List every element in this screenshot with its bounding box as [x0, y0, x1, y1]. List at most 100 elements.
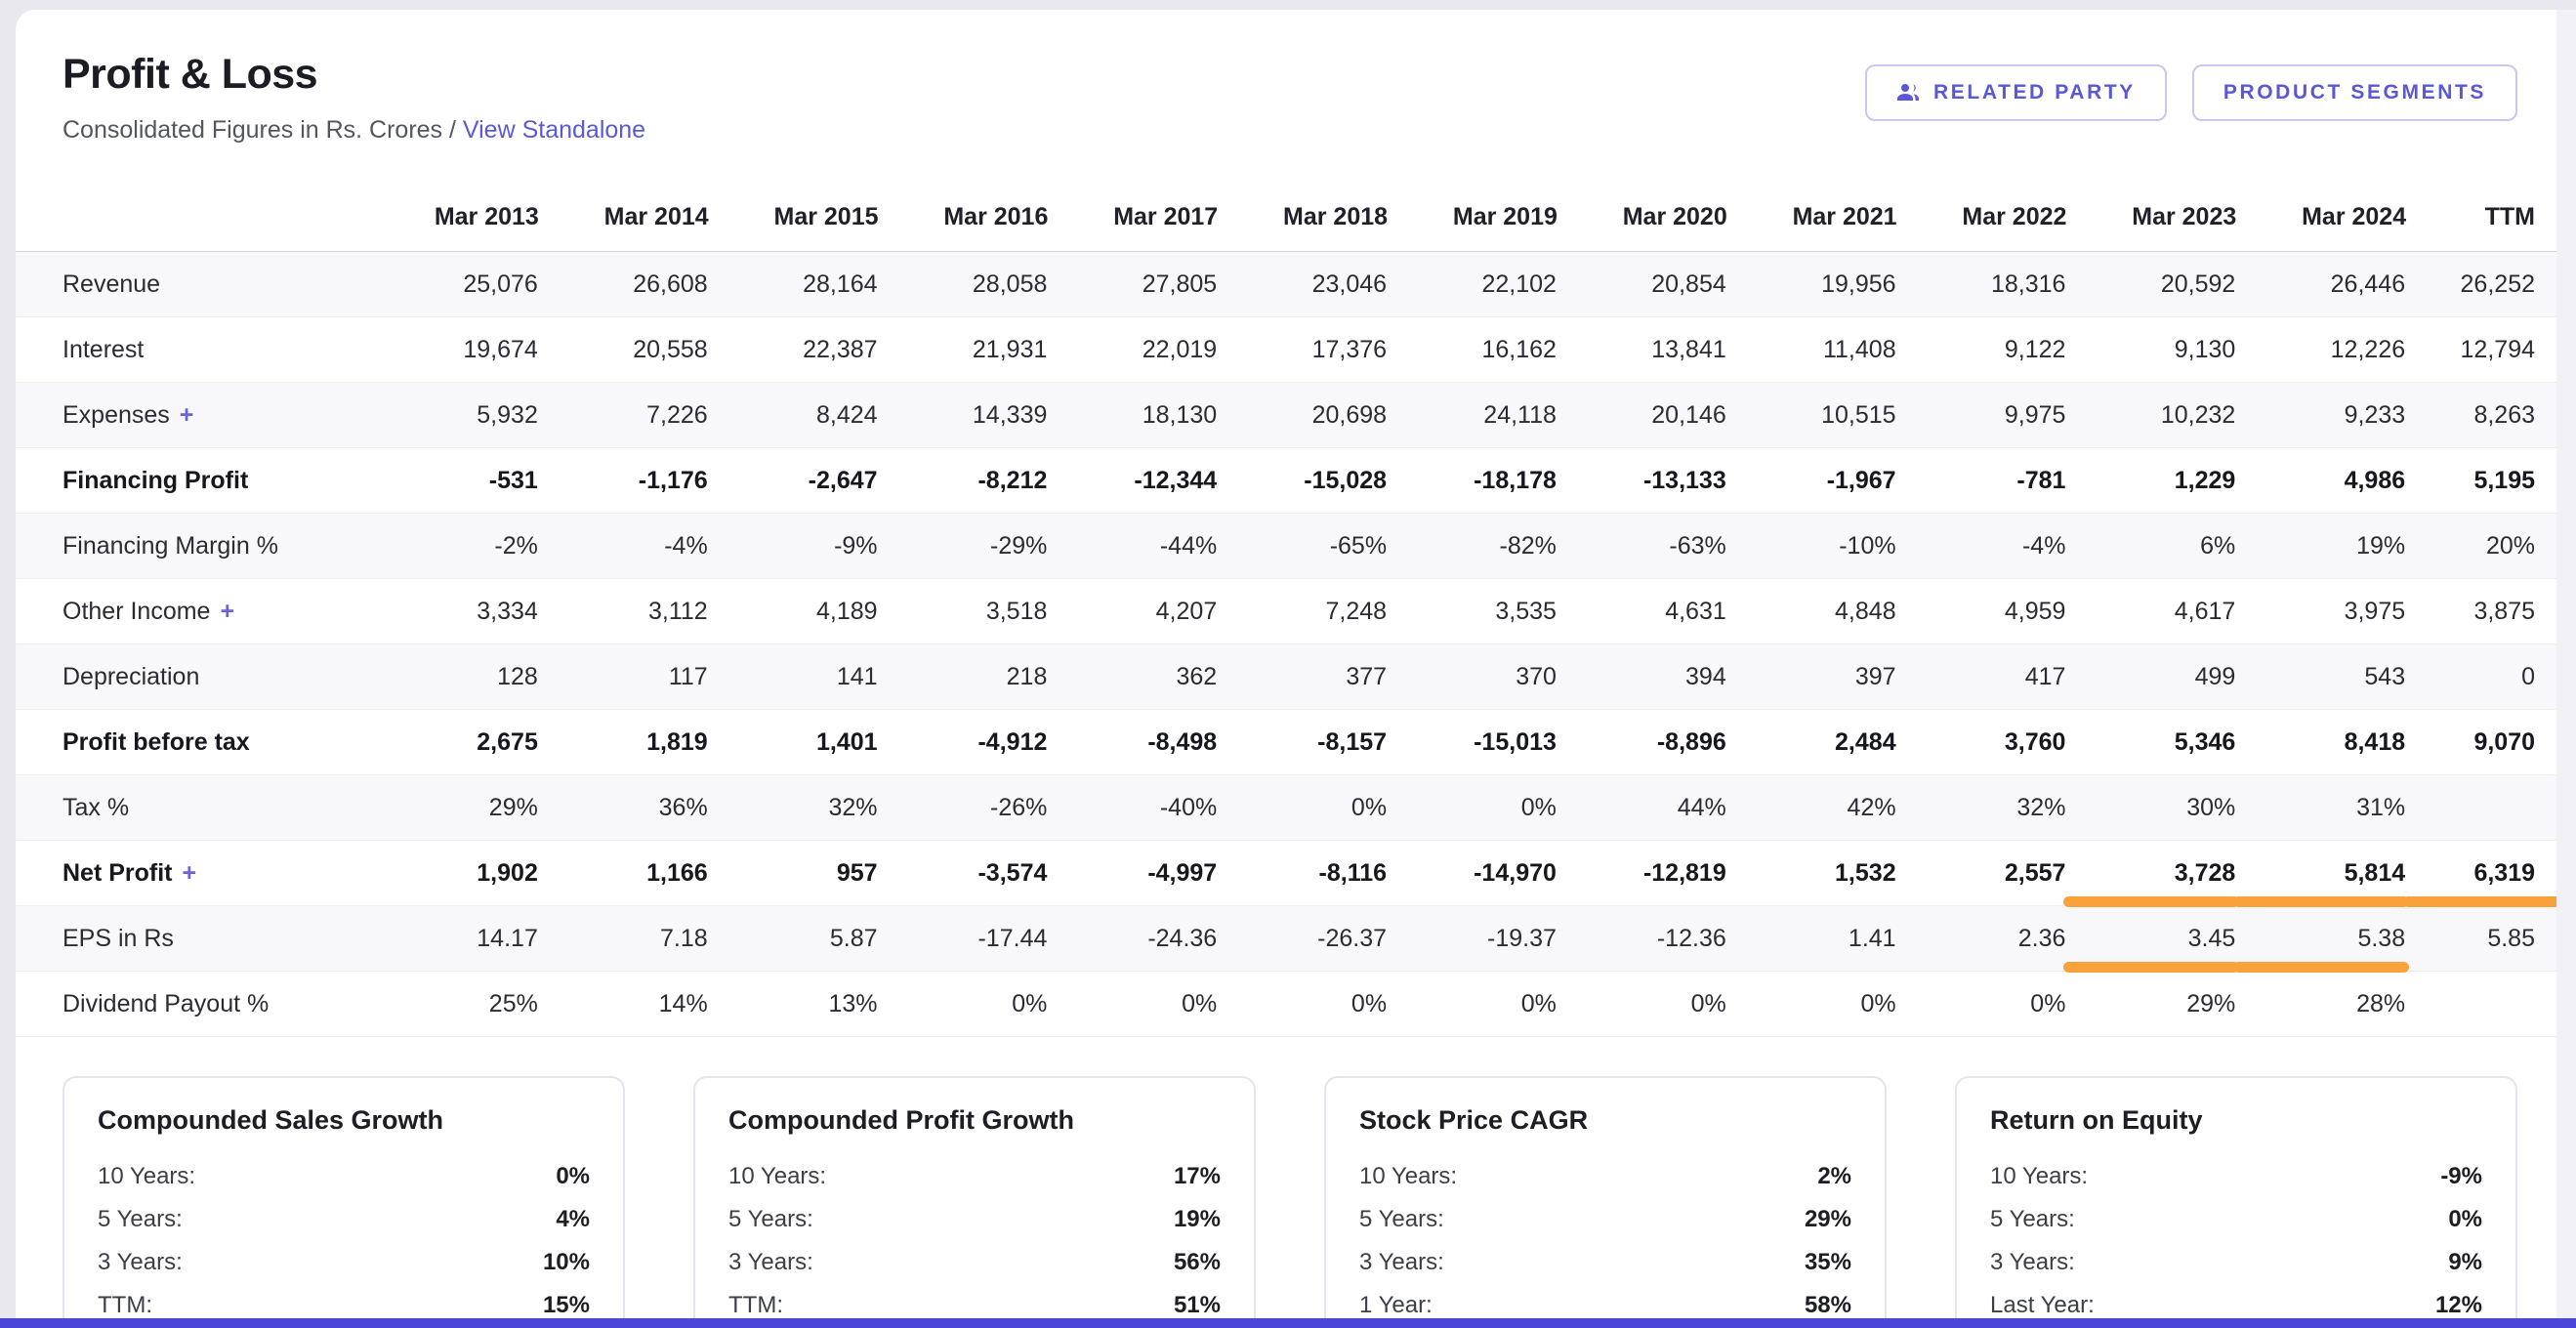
expand-row-button[interactable]: +	[220, 597, 235, 625]
value-cell: 362	[1048, 643, 1219, 710]
row-label-text: EPS in Rs	[62, 924, 174, 952]
value-cell: 9,122	[1896, 316, 2067, 383]
row-label: Financing Margin %	[16, 513, 369, 579]
value-cell: 8,263	[2406, 382, 2576, 448]
value-cell: 31%	[2236, 774, 2407, 841]
related-party-button[interactable]: RELATED PARTY	[1865, 64, 2167, 121]
value-cell: 7,226	[538, 382, 709, 448]
scrollbar-track[interactable]	[2556, 10, 2576, 1318]
value-cell: 20,698	[1218, 382, 1389, 448]
card-row-value: 0%	[556, 1163, 590, 1189]
value-cell: 2.36	[1896, 905, 2067, 972]
value-cell: 28,164	[708, 251, 879, 317]
product-segments-button[interactable]: PRODUCT SEGMENTS	[2191, 64, 2517, 121]
subtitle-text: Consolidated Figures in Rs. Crores /	[62, 116, 456, 144]
value-cell: 29%	[369, 774, 539, 841]
value-cell: 4,986	[2236, 447, 2407, 514]
related-party-button-label: RELATED PARTY	[1933, 81, 2136, 104]
value-cell: 28,058	[878, 251, 1049, 317]
value-cell: -26.37	[1218, 905, 1389, 972]
column-header: Mar 2021	[1726, 174, 1897, 252]
value-cell: -781	[1896, 447, 2067, 514]
value-cell: 397	[1726, 643, 1897, 710]
value-cell: 218	[878, 643, 1049, 710]
value-cell: -9%	[708, 513, 879, 579]
value-cell: 26,252	[2406, 251, 2576, 317]
value-cell: -8,896	[1557, 709, 1727, 775]
value-cell: 44%	[1557, 774, 1727, 841]
card-row-label: 10 Years:	[728, 1163, 827, 1189]
value-cell: -44%	[1048, 513, 1219, 579]
value-cell: 3,760	[1896, 709, 2067, 775]
row-label: Profit before tax	[16, 709, 369, 775]
card-row-label: 5 Years:	[728, 1206, 813, 1232]
card-row: 5 Years: 4%	[98, 1198, 590, 1241]
value-cell: -2,647	[708, 447, 879, 514]
table-row: Tax % 29% 36% 32% -26% -40% 0% 0% 44% 42% 32% 30% 31…	[16, 774, 2576, 841]
row-label-text: Dividend Payout %	[62, 989, 270, 1017]
value-cell: 42%	[1726, 774, 1897, 841]
value-cell: 0%	[1726, 971, 1897, 1037]
card-row-label: Last Year:	[1990, 1292, 2095, 1318]
value-cell: 4,617	[2066, 578, 2237, 644]
value-cell: 0%	[1557, 971, 1727, 1037]
value-cell: 12,226	[2236, 316, 2407, 383]
value-cell: -17.44	[878, 905, 1049, 972]
card-row: TTM: 51%	[728, 1284, 1221, 1327]
value-cell: 543	[2236, 643, 2407, 710]
value-cell: 2,557	[1896, 840, 2067, 906]
value-cell: 3,112	[538, 578, 709, 644]
card-row: TTM: 15%	[98, 1284, 590, 1327]
expand-row-button[interactable]: +	[179, 400, 194, 429]
value-cell: -8,157	[1218, 709, 1389, 775]
value-cell: 10,515	[1726, 382, 1897, 448]
view-standalone-link[interactable]: View Standalone	[462, 116, 646, 144]
column-header: Mar 2017	[1048, 174, 1219, 252]
card-row-value: 56%	[1173, 1249, 1221, 1275]
value-cell: 12,794	[2406, 316, 2576, 383]
card-title: Stock Price CAGR	[1359, 1105, 1589, 1135]
value-cell: 7.18	[538, 905, 709, 972]
value-cell: 117	[538, 643, 709, 710]
card-row: 3 Years: 35%	[1359, 1241, 1851, 1284]
card-row-value: -9%	[2440, 1163, 2482, 1189]
value-cell: -14,970	[1388, 840, 1558, 906]
expand-row-button[interactable]: +	[182, 858, 197, 887]
value-cell: 3,728	[2063, 840, 2240, 907]
table-row: Profit before tax 2,675 1,819 1,401 -4,912 -8…	[16, 709, 2576, 775]
value-cell: 499	[2066, 643, 2237, 710]
value-cell: 36%	[538, 774, 709, 841]
column-header: Mar 2024	[2236, 174, 2407, 252]
card-title: Compounded Sales Growth	[98, 1105, 444, 1135]
value-cell: -29%	[878, 513, 1049, 579]
value-cell: -40%	[1048, 774, 1219, 841]
value-cell: 5,814	[2233, 840, 2409, 907]
row-label: Net Profit +	[16, 840, 369, 906]
table-row: Other Income +3,334 3,112 4,189 3,518 4,207 7,…	[16, 578, 2576, 644]
card-row: 10 Years: -9%	[1990, 1155, 2482, 1198]
card-row-label: 10 Years:	[98, 1163, 196, 1189]
column-header: TTM	[2406, 174, 2576, 252]
value-cell: 19,674	[369, 316, 539, 383]
page-title: Profit & Loss	[62, 51, 318, 98]
table-row: Financing Profit -531 -1,176 -2,647 -8,212 -1…	[16, 447, 2576, 514]
value-cell: -82%	[1388, 513, 1558, 579]
table-row: EPS in Rs 14.17 7.18 5.87 -17.44 -24.36 -26.37…	[16, 905, 2576, 973]
card-row-value: 17%	[1173, 1163, 1221, 1189]
value-cell: 9,070	[2406, 709, 2576, 775]
value-cell: 20,592	[2066, 251, 2237, 317]
value-cell: -8,212	[878, 447, 1049, 514]
row-label-text: Other Income	[62, 597, 211, 625]
value-cell: 3,334	[369, 578, 539, 644]
value-cell: 25,076	[369, 251, 539, 317]
card-row-value: 12%	[2434, 1292, 2482, 1318]
value-cell: -18,178	[1388, 447, 1558, 514]
value-cell: -2%	[369, 513, 539, 579]
value-cell: 8,424	[708, 382, 879, 448]
value-cell	[2406, 774, 2576, 841]
summary-card: Return on Equity 10 Years: -9% 5 Years: 0% 3 …	[1955, 1076, 2517, 1328]
card-row-label: 3 Years:	[728, 1249, 813, 1275]
value-cell: 0%	[878, 971, 1049, 1037]
row-label-text: Revenue	[62, 270, 161, 298]
value-cell: 18,316	[1896, 251, 2067, 317]
